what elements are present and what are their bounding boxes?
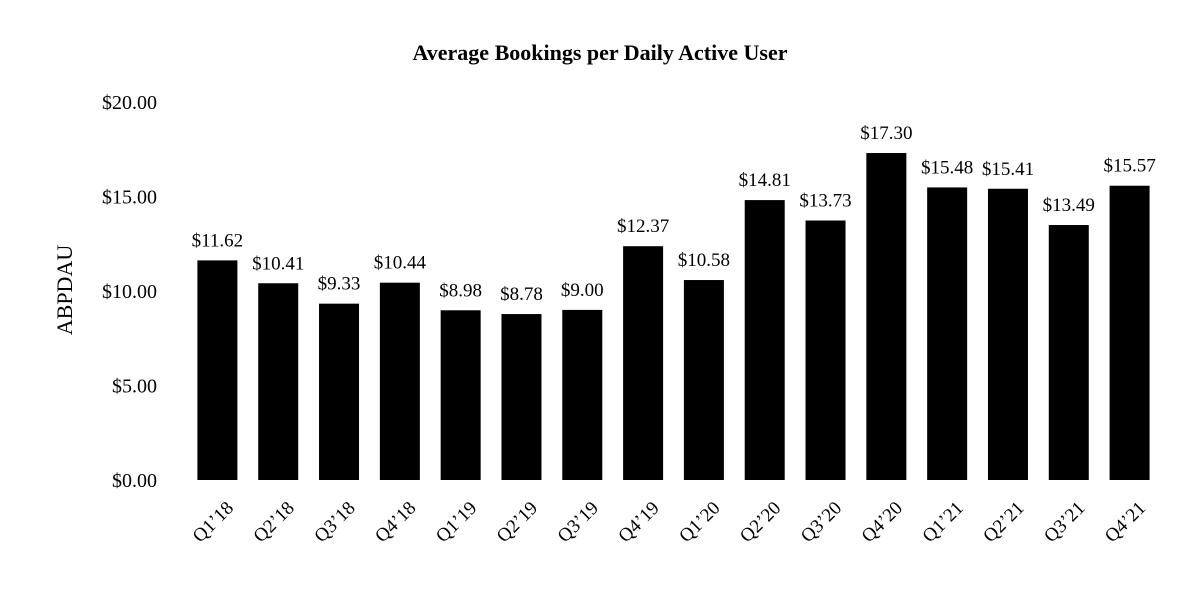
bar: [197, 260, 238, 480]
x-category-label: Q2’19: [493, 498, 542, 547]
x-category-label: Q3’20: [797, 498, 846, 547]
bar-value-label: $15.48: [921, 157, 973, 178]
y-tick-label: $15.00: [102, 187, 157, 209]
x-category-label: Q2’20: [736, 498, 785, 547]
bar-value-label: $15.57: [1103, 156, 1155, 177]
x-category-label: Q3’19: [554, 498, 603, 547]
bar-value-label: $8.78: [500, 284, 543, 305]
bar-value-label: $9.00: [561, 280, 604, 301]
y-tick-label: $20.00: [102, 92, 157, 114]
bar: [683, 280, 724, 480]
bar: [1048, 225, 1089, 480]
x-category-label: Q4’18: [371, 498, 420, 547]
bar-value-label: $9.33: [318, 274, 361, 295]
x-category-label: Q4’20: [858, 498, 907, 547]
bar-series: [197, 153, 1150, 481]
chart-title: Average Bookings per Daily Active User: [413, 40, 788, 65]
bar-value-label: $13.73: [799, 191, 851, 212]
y-tick-label: $0.00: [112, 470, 157, 492]
bar: [319, 303, 360, 480]
bar-value-label: $13.49: [1043, 195, 1095, 216]
x-category-label: Q2’21: [979, 498, 1028, 547]
bar: [623, 246, 664, 480]
bar: [805, 220, 846, 481]
y-axis-label: ABPDAU: [52, 245, 77, 336]
bar-data-labels: $11.62 $10.41 $9.33 $10.44 $8.98 $8.78 $9.00 $1…: [192, 123, 1156, 305]
bar-value-label: $17.30: [860, 123, 912, 144]
x-category-label: Q4’19: [614, 498, 663, 547]
x-category-label: Q1’21: [919, 498, 968, 547]
bar-value-label: $11.62: [192, 230, 244, 251]
x-axis-categories: Q1’18 Q2’18 Q3’18 Q4’18 Q1’19 Q2’19 Q3’19 Q4’19…: [189, 498, 1150, 547]
bar: [987, 188, 1028, 480]
x-category-label: Q3’21: [1040, 498, 1089, 547]
x-category-label: Q4’21: [1101, 498, 1150, 547]
y-axis-ticks: $0.00 $5.00 $10.00 $15.00 $20.00: [102, 92, 157, 492]
bar: [562, 309, 603, 480]
bar-value-label: $14.81: [739, 170, 791, 191]
bar-value-label: $8.98: [439, 280, 482, 301]
x-category-label: Q1’20: [675, 498, 724, 547]
bar-value-label: $15.41: [982, 159, 1034, 180]
x-category-label: Q2’18: [250, 498, 299, 547]
bar-value-label: $12.37: [617, 216, 669, 237]
bar: [501, 314, 542, 480]
bar: [379, 282, 420, 480]
x-category-label: Q1’19: [432, 498, 481, 547]
bar: [1109, 185, 1150, 481]
bar: [866, 153, 907, 480]
x-category-label: Q3’18: [310, 498, 359, 547]
bar-value-label: $10.44: [374, 253, 427, 274]
bar: [744, 200, 785, 480]
y-tick-label: $10.00: [102, 281, 157, 303]
bar-value-label: $10.58: [678, 250, 730, 271]
bar: [440, 310, 481, 480]
bar: [927, 187, 968, 481]
bar: [258, 283, 299, 480]
x-category-label: Q1’18: [189, 498, 238, 547]
y-tick-label: $5.00: [112, 376, 157, 398]
bar-value-label: $10.41: [252, 253, 304, 274]
